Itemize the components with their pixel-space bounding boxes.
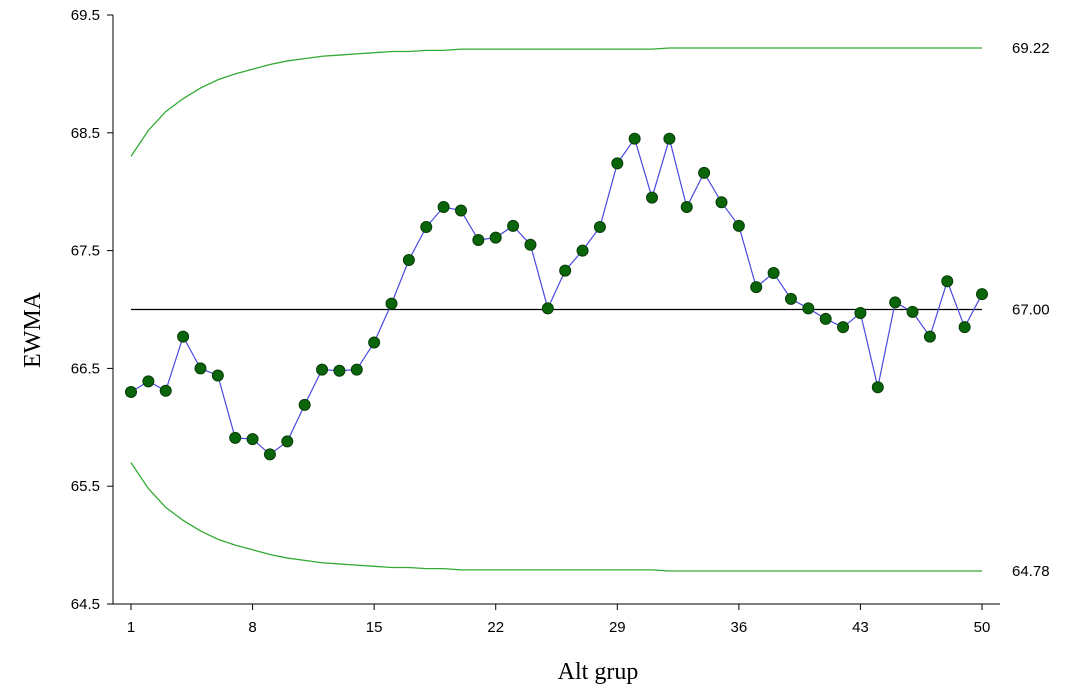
x-tick-label: 15 bbox=[366, 619, 383, 636]
x-tick-label: 36 bbox=[731, 619, 748, 636]
x-tick-label: 43 bbox=[852, 619, 869, 636]
ewma-point bbox=[142, 375, 155, 388]
ewma-point bbox=[576, 244, 589, 257]
ewma-point bbox=[715, 196, 728, 209]
axes bbox=[112, 15, 1000, 605]
ewma-point bbox=[559, 264, 572, 277]
ewma-point bbox=[211, 369, 224, 382]
ewma-point bbox=[663, 132, 676, 145]
lcl-label: 64.78 bbox=[1012, 563, 1050, 580]
ewma-point bbox=[784, 292, 797, 305]
ewma-point bbox=[350, 363, 363, 376]
ewma-point bbox=[698, 166, 711, 179]
x-axis-ticks: 1 8 15 22 29 36 43 50 bbox=[127, 604, 991, 636]
ewma-point bbox=[385, 297, 398, 310]
ewma-point bbox=[263, 448, 276, 461]
ewma-point bbox=[611, 157, 624, 170]
ewma-point bbox=[420, 221, 433, 234]
ewma-point bbox=[767, 266, 780, 279]
ewma-point bbox=[802, 302, 815, 315]
x-tick-label: 50 bbox=[974, 619, 991, 636]
ewma-point bbox=[680, 201, 693, 214]
ewma-point bbox=[541, 302, 554, 315]
ewma-point bbox=[281, 435, 294, 448]
ewma-point bbox=[177, 330, 190, 343]
center-label: 67.00 bbox=[1012, 302, 1050, 319]
ewma-point bbox=[437, 201, 450, 214]
ewma-point bbox=[472, 233, 485, 246]
ewma-point bbox=[159, 384, 172, 397]
ewma-line bbox=[130, 136, 983, 456]
y-tick-label: 68.5 bbox=[71, 125, 100, 142]
ewma-point bbox=[837, 321, 850, 334]
ewma-point bbox=[871, 381, 884, 394]
ewma-point bbox=[298, 398, 311, 411]
ewma-point bbox=[333, 364, 346, 377]
ewma-series bbox=[125, 132, 988, 461]
y-tick-label: 66.5 bbox=[71, 360, 100, 377]
y-tick-label: 69.5 bbox=[71, 7, 100, 24]
upper-control-limit-line bbox=[130, 47, 982, 157]
ewma-point bbox=[524, 238, 537, 251]
ewma-point bbox=[819, 312, 832, 325]
ewma-point bbox=[889, 296, 902, 309]
ucl-label: 69.22 bbox=[1012, 40, 1050, 57]
x-tick-label: 22 bbox=[487, 619, 504, 636]
control-limits bbox=[130, 47, 982, 572]
ewma-point bbox=[489, 231, 502, 244]
ewma-point bbox=[941, 275, 954, 288]
y-axis-title: EWMA bbox=[20, 291, 46, 368]
ewma-point bbox=[507, 219, 520, 232]
y-tick-label: 67.5 bbox=[71, 243, 100, 260]
y-axis-ticks: 64.5 65.5 66.5 67.5 68.5 69.5 bbox=[71, 7, 113, 613]
ewma-point bbox=[958, 321, 971, 334]
ewma-point bbox=[906, 305, 919, 318]
ewma-point bbox=[976, 288, 988, 301]
ewma-point bbox=[316, 363, 329, 376]
limit-labels: 69.22 67.00 64.78 bbox=[1012, 40, 1050, 580]
ewma-point bbox=[368, 336, 381, 349]
y-tick-label: 64.5 bbox=[71, 596, 100, 613]
y-tick-label: 65.5 bbox=[71, 478, 100, 495]
ewma-point bbox=[628, 132, 641, 145]
ewma-point bbox=[732, 219, 745, 232]
ewma-point bbox=[750, 281, 763, 294]
x-axis-title: Alt grup bbox=[558, 659, 639, 685]
ewma-point bbox=[246, 433, 259, 446]
x-tick-label: 29 bbox=[609, 619, 626, 636]
ewma-point bbox=[194, 362, 207, 375]
ewma-point bbox=[229, 431, 242, 444]
ewma-point bbox=[593, 221, 606, 234]
x-tick-label: 1 bbox=[127, 619, 135, 636]
ewma-point bbox=[125, 385, 137, 398]
ewma-point bbox=[454, 204, 467, 217]
lower-control-limit-line bbox=[130, 462, 982, 572]
ewma-point bbox=[923, 330, 936, 343]
x-tick-label: 8 bbox=[248, 619, 256, 636]
ewma-point bbox=[854, 307, 867, 320]
ewma-point bbox=[646, 191, 659, 204]
ewma-point bbox=[402, 254, 415, 267]
